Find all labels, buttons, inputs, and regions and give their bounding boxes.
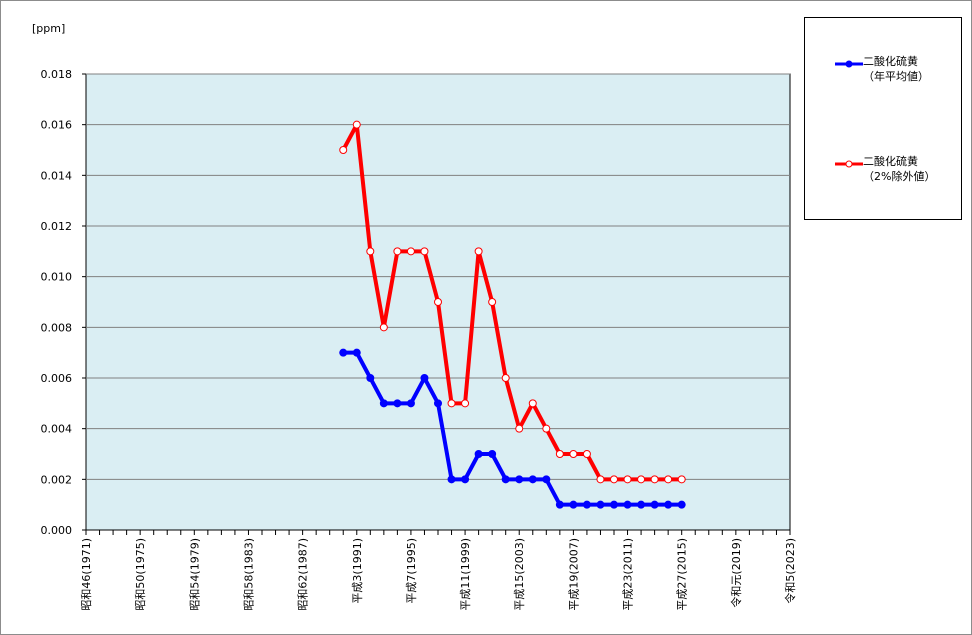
data-point-series-0 (596, 500, 605, 509)
x-tick-label: 平成3(1991) (351, 538, 364, 604)
x-tick-label: 昭和46(1971) (80, 538, 93, 611)
y-tick-label: 0.012 (41, 220, 73, 233)
legend-marker-blue (835, 60, 863, 68)
data-point-series-0 (488, 450, 497, 458)
x-tick-label: 平成7(1995) (405, 538, 418, 604)
y-tick-label: 0.002 (41, 473, 73, 486)
data-point-series-1 (664, 475, 673, 484)
y-tick-label: 0.010 (41, 271, 73, 284)
legend-label-line2: （年平均値） (863, 70, 929, 83)
x-tick-label: 平成27(2015) (676, 538, 689, 611)
y-tick-label: 0.016 (41, 119, 73, 132)
y-tick-label: 0.000 (41, 524, 73, 537)
data-point-series-1 (596, 475, 605, 484)
data-point-series-0 (474, 450, 483, 458)
data-point-series-0 (650, 500, 659, 509)
legend-label-line2: （2%除外値） (863, 170, 936, 183)
data-point-series-0 (406, 399, 415, 408)
data-point-series-1 (515, 424, 524, 433)
x-tick-label: 平成15(2003) (513, 538, 526, 611)
chart-legend: 二酸化硫黄 （年平均値） 二酸化硫黄 （2%除外値） (804, 17, 962, 220)
data-point-series-1 (352, 120, 361, 129)
data-point-series-1 (488, 298, 497, 306)
legend-item-annual-average: 二酸化硫黄 （年平均値） (805, 54, 961, 94)
x-tick-label: 昭和58(1983) (242, 538, 255, 611)
data-point-series-0 (515, 475, 524, 484)
data-point-series-0 (623, 500, 632, 509)
legend-label-line1: 二酸化硫黄 (863, 55, 918, 68)
data-point-series-1 (569, 450, 578, 458)
y-tick-label: 0.018 (41, 68, 73, 81)
data-point-series-0 (664, 500, 673, 509)
x-tick-label: 平成19(2007) (567, 538, 580, 611)
data-point-series-1 (542, 424, 551, 433)
data-point-series-0 (555, 500, 564, 509)
data-point-series-1 (623, 475, 632, 484)
data-point-series-1 (501, 374, 510, 382)
data-point-series-1 (610, 475, 618, 484)
x-tick-label: 昭和50(1975) (134, 538, 147, 611)
data-point-series-0 (637, 500, 646, 509)
legend-label-2pct-excluded: 二酸化硫黄 （2%除外値） (863, 154, 935, 184)
data-point-series-0 (352, 348, 361, 357)
data-point-series-0 (501, 475, 510, 484)
data-point-series-1 (434, 298, 442, 306)
legend-item-2pct-excluded: 二酸化硫黄 （2%除外値） (805, 154, 961, 194)
data-point-series-1 (474, 247, 483, 256)
legend-label-line1: 二酸化硫黄 (863, 155, 918, 168)
x-tick-label: 令和5(2023) (783, 538, 797, 604)
y-tick-label: 0.008 (41, 321, 73, 334)
data-point-series-0 (677, 500, 686, 509)
data-point-series-0 (339, 348, 348, 357)
data-point-series-1 (406, 247, 415, 256)
data-point-series-0 (434, 399, 442, 408)
y-tick-label: 0.014 (41, 169, 73, 182)
y-axis-unit-label: [ppm] (32, 22, 66, 35)
data-point-series-1 (582, 450, 591, 458)
data-point-series-1 (528, 399, 537, 408)
x-tick-label: 平成11(1999) (459, 538, 472, 611)
y-tick-label: 0.006 (41, 372, 73, 385)
legend-marker-red (835, 160, 863, 168)
data-point-series-0 (542, 475, 551, 484)
data-point-series-1 (555, 450, 564, 458)
x-tick-label: 平成23(2011) (622, 538, 635, 611)
data-point-series-1 (420, 247, 429, 256)
x-tick-label: 昭和54(1979) (188, 538, 201, 611)
x-tick-label: 昭和62(1987) (297, 538, 310, 611)
data-point-series-0 (610, 500, 618, 509)
data-point-series-0 (569, 500, 578, 509)
data-point-series-1 (393, 247, 402, 256)
data-point-series-1 (637, 475, 646, 484)
data-point-series-1 (447, 399, 456, 408)
data-point-series-0 (528, 475, 537, 484)
data-point-series-0 (582, 500, 591, 509)
data-point-series-1 (677, 475, 686, 484)
data-point-series-1 (379, 323, 388, 332)
y-tick-label: 0.004 (41, 423, 73, 436)
data-point-series-1 (366, 247, 375, 256)
data-point-series-1 (339, 146, 348, 154)
legend-label-annual-average: 二酸化硫黄 （年平均値） (863, 54, 929, 84)
data-point-series-0 (420, 374, 429, 382)
data-point-series-0 (461, 475, 470, 484)
data-point-series-0 (393, 399, 402, 408)
data-point-series-0 (366, 374, 375, 382)
data-point-series-0 (447, 475, 456, 484)
data-point-series-1 (650, 475, 659, 484)
x-tick-label: 令和元(2019) (729, 538, 743, 608)
data-point-series-0 (379, 399, 388, 408)
data-point-series-1 (461, 399, 470, 408)
